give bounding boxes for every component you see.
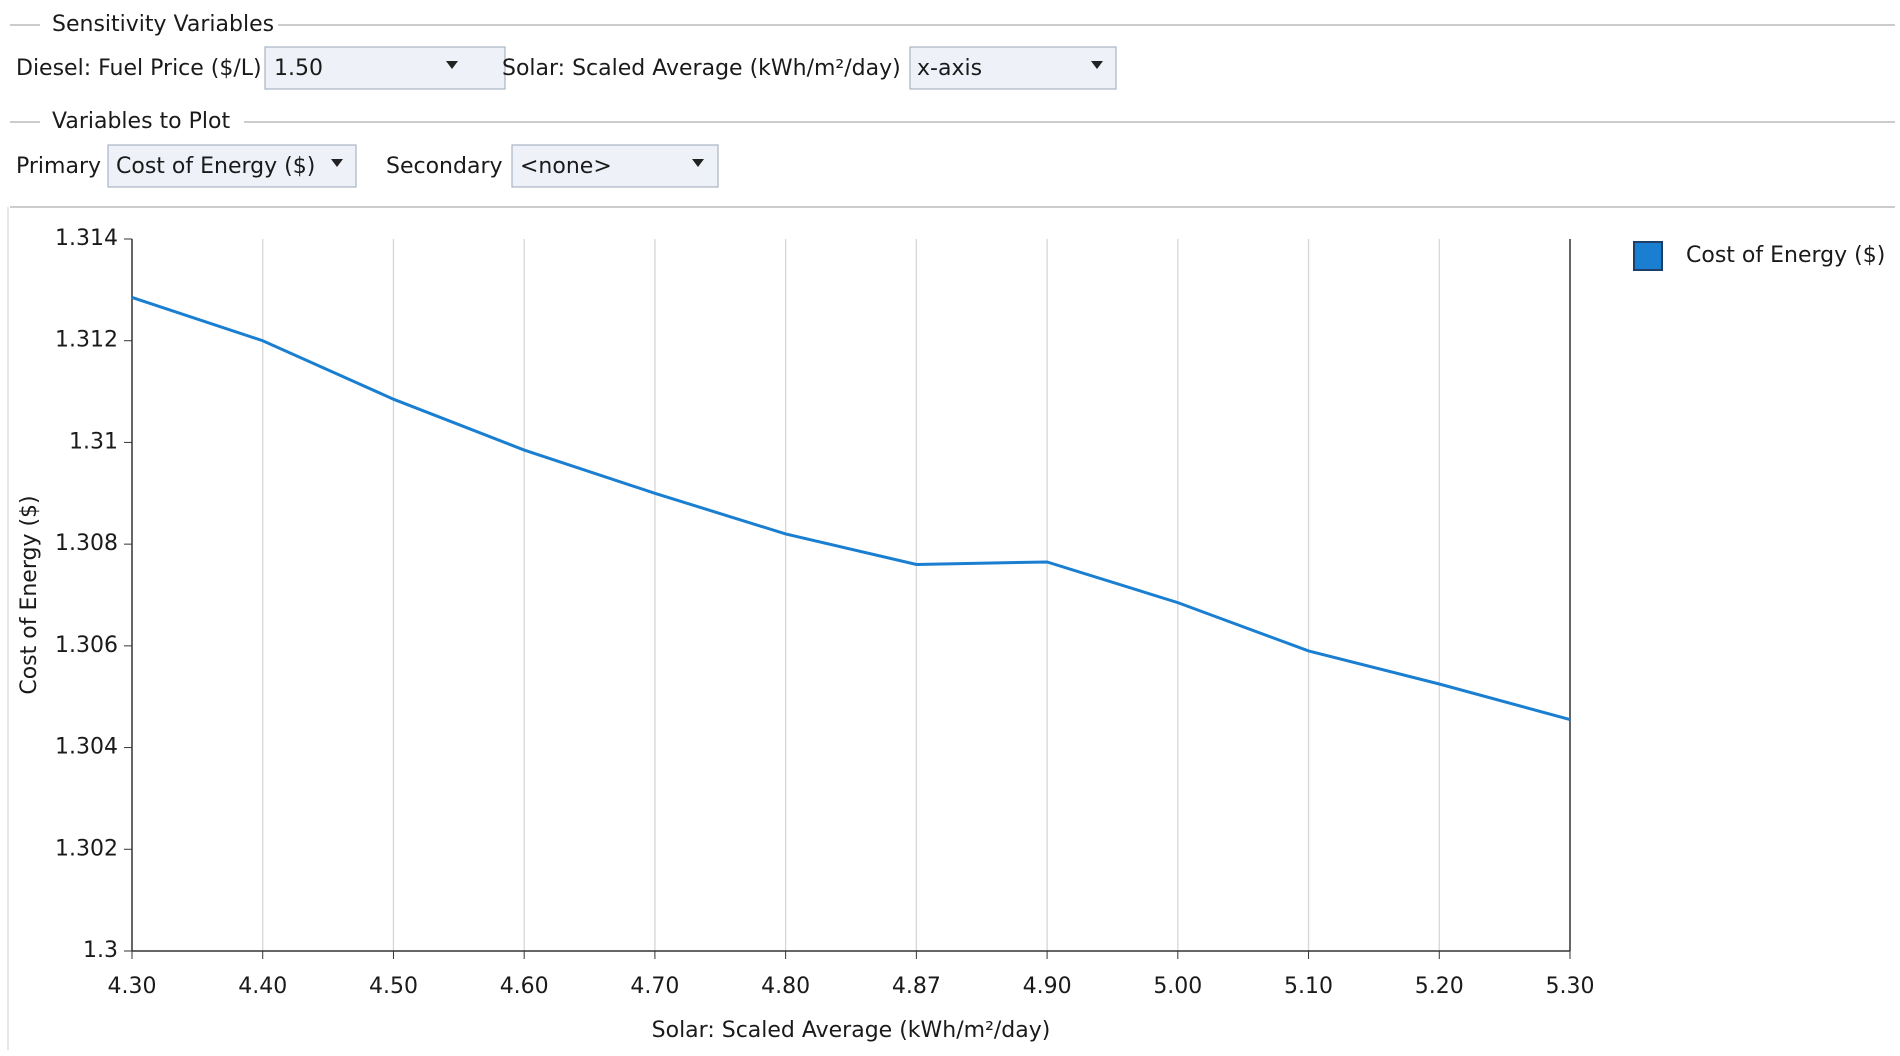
dropdown-box[interactable] — [107, 144, 357, 188]
dropdown-arrow[interactable] — [446, 61, 458, 69]
label: Solar: Scaled Average (kWh/m²/day) — [502, 56, 901, 81]
dropdown[interactable]: 1.50 — [264, 46, 506, 90]
x-tick-label: 4.30 — [108, 974, 157, 999]
label: Diesel: Fuel Price ($/L) — [16, 56, 262, 81]
y-tick-label: 1.302 — [55, 836, 118, 861]
legend-swatch — [1633, 241, 1663, 271]
group-title: Variables to Plot — [52, 109, 230, 134]
dropdown-arrow[interactable] — [692, 159, 704, 167]
x-tick-label: 4.60 — [500, 974, 549, 999]
dropdown-box[interactable] — [264, 46, 506, 90]
label: Secondary — [386, 154, 503, 179]
x-tick-label: 4.40 — [238, 974, 287, 999]
y-tick-label: 1.304 — [55, 735, 118, 760]
x-tick-label: 5.00 — [1153, 974, 1202, 999]
x-tick-label: 4.80 — [761, 974, 810, 999]
label: Primary — [16, 154, 101, 179]
y-tick-label: 1.314 — [55, 226, 118, 251]
data-line — [131, 296, 1571, 722]
dropdown-arrow[interactable] — [1091, 61, 1103, 69]
x-tick-label: 4.90 — [1023, 974, 1072, 999]
dropdown[interactable]: <none> — [511, 144, 719, 188]
x-tick-label: 5.10 — [1284, 974, 1333, 999]
y-tick-label: 1.31 — [69, 429, 118, 454]
x-axis-title: Solar: Scaled Average (kWh/m²/day) — [652, 1018, 1051, 1043]
y-tick-label: 1.306 — [55, 633, 118, 658]
y-tick-label: 1.312 — [55, 328, 118, 353]
dropdown-arrow[interactable] — [331, 159, 343, 167]
dropdown-value[interactable]: <none> — [520, 154, 612, 179]
y-axis-title: Cost of Energy ($) — [17, 495, 42, 694]
dropdown[interactable]: Cost of Energy ($) — [107, 144, 357, 188]
dropdown-value[interactable]: 1.50 — [274, 56, 323, 81]
x-tick-label: 4.70 — [630, 974, 679, 999]
group-title: Sensitivity Variables — [52, 12, 274, 37]
legend-label: Cost of Energy ($) — [1686, 243, 1885, 268]
x-tick-label: 4.50 — [369, 974, 418, 999]
dropdown[interactable]: x-axis — [909, 46, 1117, 90]
dropdown-box[interactable] — [909, 46, 1117, 90]
x-tick-label: 4.87 — [892, 974, 941, 999]
y-tick-label: 1.308 — [55, 531, 118, 556]
dropdown-value[interactable]: x-axis — [917, 56, 982, 81]
dropdown-box[interactable] — [511, 144, 719, 188]
y-tick-label: 1.3 — [83, 938, 118, 963]
dropdown-value[interactable]: Cost of Energy ($) — [116, 154, 315, 179]
x-tick-label: 5.30 — [1546, 974, 1595, 999]
x-tick-label: 5.20 — [1415, 974, 1464, 999]
